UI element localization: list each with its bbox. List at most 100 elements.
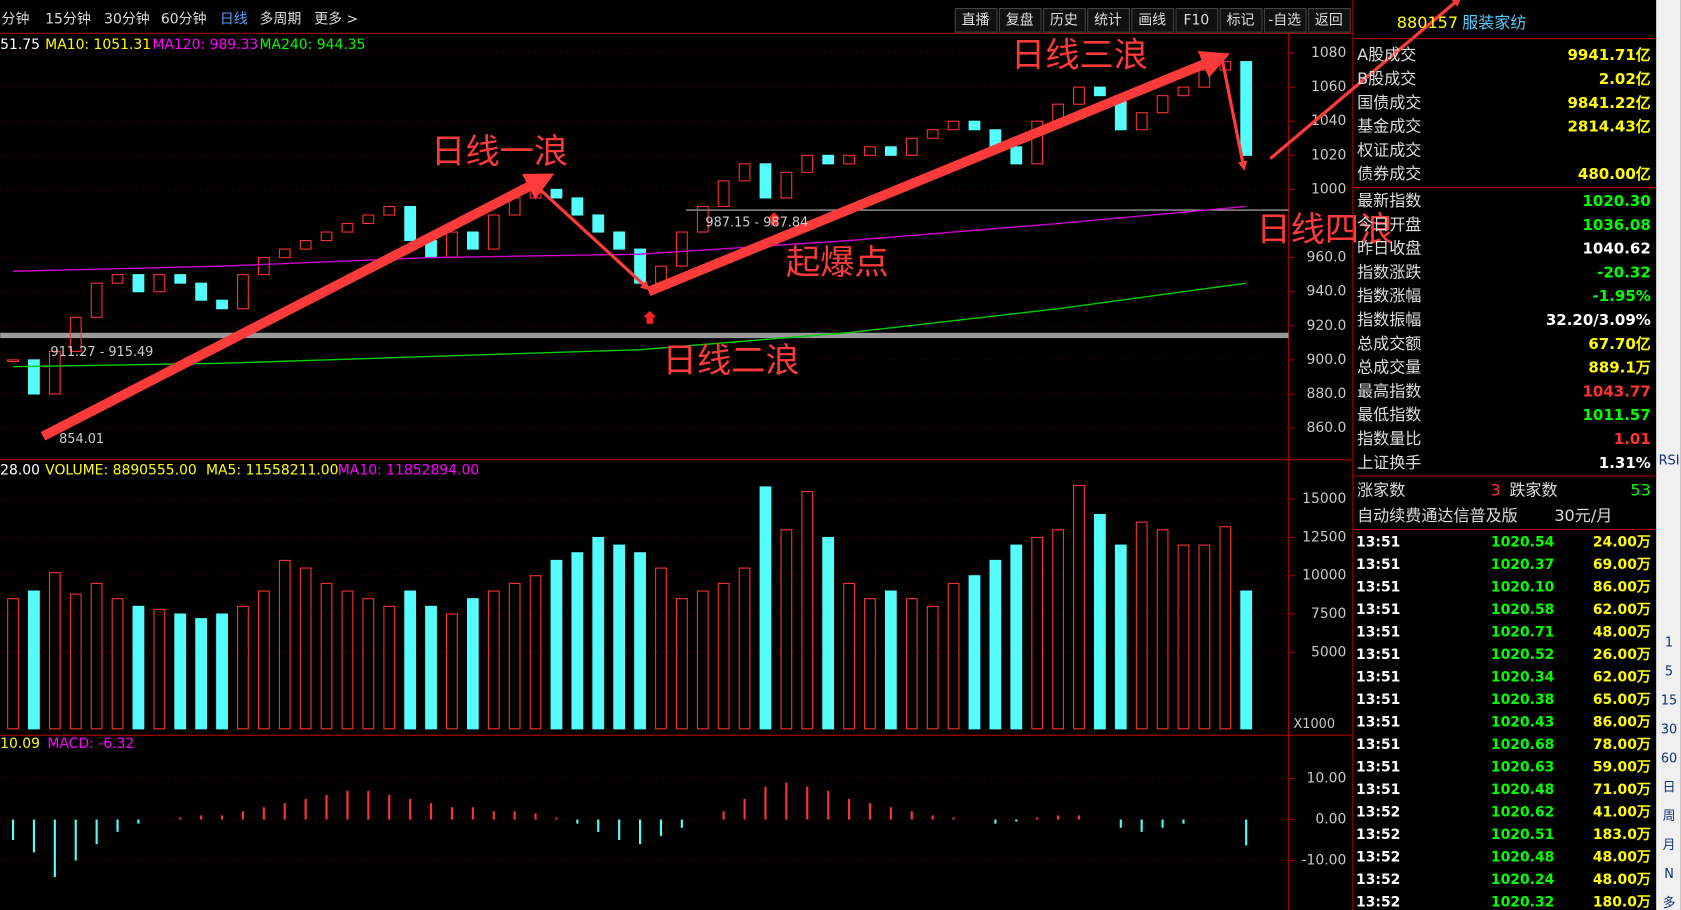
toolbar-button[interactable]	[998, 8, 1042, 33]
candle	[174, 274, 187, 284]
volume-label: 28.00	[0, 463, 40, 479]
toolbar-button[interactable]	[1131, 8, 1175, 33]
toolbar-button[interactable]	[1087, 8, 1131, 33]
y-tick-label: 1020	[1311, 147, 1346, 163]
toolbar-button[interactable]	[1175, 8, 1219, 33]
toolbar-button-label[interactable]: 标记	[1227, 12, 1255, 28]
candle	[466, 231, 479, 250]
volume-bar	[153, 608, 166, 730]
toolbar-button-label[interactable]: 统计	[1094, 12, 1122, 28]
candle	[1240, 61, 1253, 156]
tick-price: 1020.34	[1491, 669, 1555, 685]
toolbar-button-label[interactable]: 复盘	[1006, 11, 1034, 28]
volume-bar	[634, 552, 646, 730]
volume-bar	[404, 590, 417, 730]
tick-time: 13:51	[1356, 692, 1400, 708]
stat-value: 2814.43亿	[1567, 118, 1650, 136]
volume-bar	[550, 559, 563, 730]
promo[interactable]: 自动续费通达信普及版	[1357, 506, 1518, 525]
y-tick-label: 960.0	[1307, 250, 1347, 266]
toolbar-button[interactable]	[1219, 8, 1263, 33]
volume-bar	[69, 593, 82, 730]
candle	[571, 197, 584, 216]
sidebar-button[interactable]: 多	[1663, 896, 1676, 910]
candle	[801, 154, 814, 173]
sidebar-button[interactable]: 5	[1665, 665, 1673, 680]
period-tab[interactable]: 15分钟	[45, 10, 91, 27]
candle	[759, 163, 772, 199]
stat-value: 9941.71亿	[1567, 46, 1650, 64]
toolbar-button-label[interactable]: -自选	[1268, 12, 1301, 28]
toolbar-button-label[interactable]: 历史	[1050, 12, 1078, 28]
stat-label: 今日开盘	[1357, 215, 1421, 234]
candle	[1135, 112, 1148, 131]
ma-label: MA10: 1051.31	[45, 37, 151, 53]
volume-bar	[1052, 529, 1064, 730]
candle	[926, 129, 939, 139]
price-label: 911.27 - 915.49	[51, 345, 154, 360]
sidebar-button[interactable]: 60	[1661, 751, 1677, 766]
tick-volume: 86.00万	[1593, 579, 1651, 595]
candle	[717, 180, 730, 208]
period-tab[interactable]: 多周期	[260, 10, 302, 27]
stat-label: 最高指数	[1357, 381, 1421, 400]
sidebar-button[interactable]: 周	[1663, 809, 1676, 824]
unit-label: X1000	[1293, 717, 1335, 732]
sidebar-button[interactable]: 日	[1663, 780, 1676, 795]
toolbar-button-label[interactable]: 返回	[1315, 12, 1343, 28]
sidebar-button[interactable]: 30	[1661, 722, 1677, 737]
tick-price: 1020.63	[1491, 759, 1554, 775]
volume-bar	[508, 582, 521, 730]
y-tick-label: 1080	[1311, 45, 1346, 61]
candle	[1010, 146, 1023, 165]
sidebar-button[interactable]: N	[1664, 867, 1674, 882]
wave-arrow	[646, 51, 1231, 297]
volume-bar	[905, 598, 918, 730]
volume-bar	[28, 590, 40, 730]
tick-time: 13:51	[1356, 579, 1400, 595]
period-tab[interactable]: 更多 >	[314, 10, 358, 27]
stat-value: 1036.08	[1582, 216, 1650, 234]
toolbar-button[interactable]	[1307, 8, 1351, 33]
stat-label: B股成交	[1357, 69, 1416, 88]
candle	[69, 316, 82, 352]
volume-bar	[926, 605, 939, 730]
sidebar-button[interactable]: 月	[1663, 838, 1676, 853]
stat-label: 国债成交	[1357, 93, 1421, 112]
sidebar-button[interactable]: 15	[1661, 693, 1677, 708]
volume-bar	[738, 567, 751, 730]
sidebar-button[interactable]: RSI	[1659, 453, 1680, 468]
sidebar-bg	[1656, 0, 1681, 910]
toolbar-button[interactable]	[954, 8, 998, 33]
toolbar-button-label[interactable]: 画线	[1138, 12, 1166, 28]
candle	[48, 350, 61, 395]
candle	[153, 274, 166, 293]
toolbar-button-label[interactable]: F10	[1183, 12, 1209, 28]
stat-value: 480.00亿	[1578, 165, 1651, 183]
promo-price[interactable]: 30元/月	[1554, 506, 1612, 525]
stat-label: 权证成交	[1357, 140, 1421, 159]
candle	[1031, 120, 1044, 165]
candle	[613, 231, 626, 250]
period-tab[interactable]: 5分钟	[0, 10, 29, 27]
volume-bar	[1240, 590, 1253, 730]
period-tab[interactable]: 30分钟	[104, 10, 150, 27]
period-tab[interactable]: 日线	[220, 11, 248, 27]
sidebar-button[interactable]: 1	[1665, 636, 1673, 651]
volume-bar	[592, 536, 605, 730]
breadth: 跌家数	[1509, 480, 1557, 499]
toolbar-button[interactable]	[1042, 8, 1086, 33]
stat-value: 2.02亿	[1599, 70, 1651, 88]
toolbar-button-label[interactable]: 直播	[962, 11, 990, 28]
volume-bar	[362, 598, 375, 730]
volume-bar	[341, 590, 354, 730]
candle	[383, 205, 396, 216]
volume-bar	[864, 598, 876, 730]
toolbar-button[interactable]	[1263, 8, 1307, 33]
period-tab[interactable]: 60分钟	[161, 10, 207, 27]
volume-bar	[216, 613, 228, 730]
macd-label: 10.09	[0, 736, 40, 752]
volume-bar	[822, 536, 835, 730]
tick-price: 1020.10	[1491, 579, 1555, 595]
wave-arrow	[40, 173, 555, 441]
